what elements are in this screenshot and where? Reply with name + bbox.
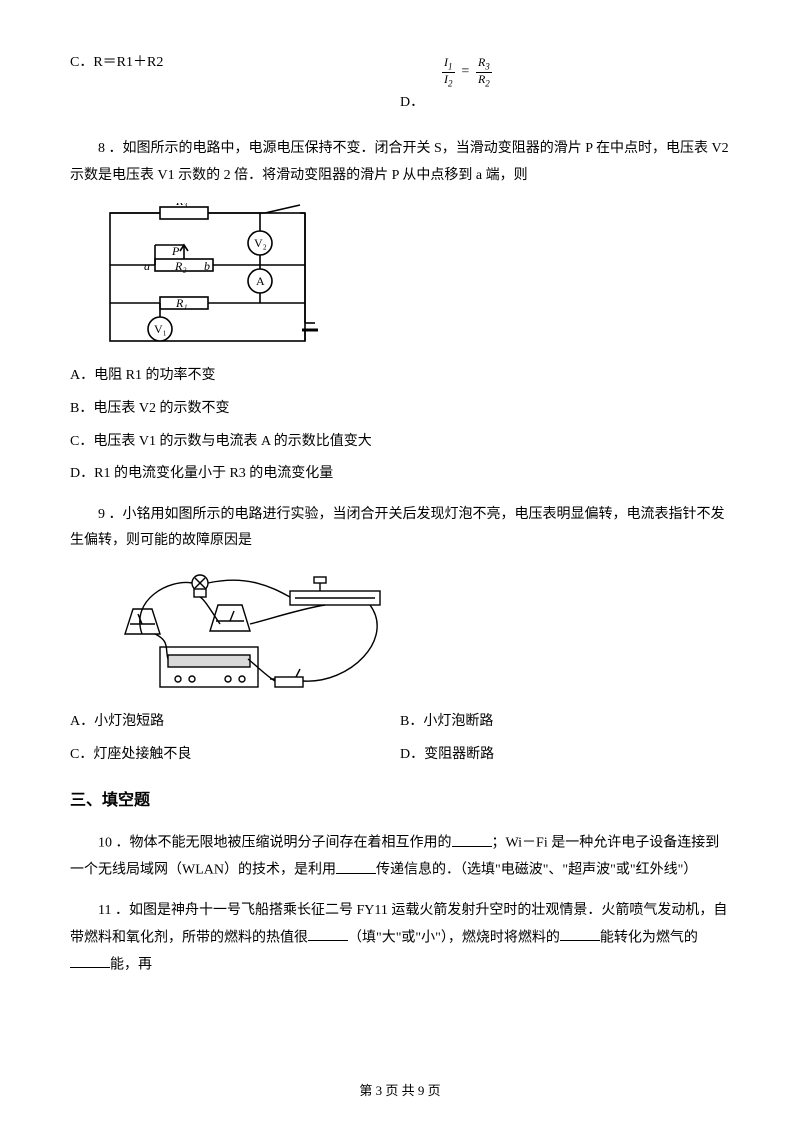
q10-p3: 传递信息的．（选填"电磁波"、"超声波"或"红外线"）	[376, 863, 697, 878]
q9-opts-row2: C．灯座处接触不良 D．变阻器断路	[70, 742, 730, 769]
q9-stem: 9 ．小铭用如图所示的电路进行实验，当闭合开关后发现灯泡不亮，电压表明显偏转，电…	[70, 502, 730, 555]
q9-opt-c: C．灯座处接触不良	[70, 742, 400, 769]
q8-opt-b: B．电压表 V2 的示数不变	[70, 396, 730, 423]
q9-experiment-diagram	[100, 569, 410, 699]
svg-text:b: b	[204, 259, 210, 273]
q8-opt-d: D．R1 的电流变化量小于 R3 的电流变化量	[70, 461, 730, 488]
q10-blank1	[452, 830, 492, 846]
page-footer: 第 3 页 共 9 页	[0, 1079, 800, 1104]
svg-text:R₂: R₂	[174, 259, 187, 273]
q11-p4: 能，再	[110, 957, 152, 972]
opt-d-label: D．	[400, 90, 494, 117]
svg-text:R₁: R₁	[175, 296, 188, 310]
q11-p3: 能转化为燃气的	[600, 930, 698, 945]
svg-text:P: P	[171, 244, 180, 258]
svg-text:R₃: R₃	[175, 203, 188, 208]
q10: 10 ．物体不能无限地被压缩说明分子间存在着相互作用的；Wi－Fi 是一种允许电…	[70, 830, 730, 884]
q11-blank2	[560, 925, 600, 941]
svg-text:V₁: V₁	[154, 322, 167, 336]
q7-options-cd: C．R＝R1＋R2 I1 I2 = R3 R2 D．	[70, 50, 730, 116]
q10-blank2	[336, 857, 376, 873]
q9-opts-row1: A．小灯泡短路 B．小灯泡断路	[70, 709, 730, 736]
q8-opt-c: C．电压表 V1 的示数与电流表 A 的示数比值变大	[70, 429, 730, 456]
svg-text:A: A	[256, 274, 265, 288]
q9-opt-d: D．变阻器断路	[400, 742, 730, 769]
opt-c: C．R＝R1＋R2	[70, 50, 400, 116]
q11-blank3	[70, 952, 110, 968]
opt-d: I1 I2 = R3 R2 D．	[400, 50, 730, 116]
q8-stem: 8 ．如图所示的电路中，电源电压保持不变．闭合开关 S，当滑动变阻器的滑片 P …	[70, 136, 730, 189]
q9-opt-b: B．小灯泡断路	[400, 709, 730, 736]
q11: 11 ．如图是神舟十一号飞船搭乘长征二号 FY11 运载火箭发射升空时的壮观情景…	[70, 898, 730, 979]
svg-text:V₂: V₂	[254, 236, 267, 250]
q11-p2: （填"大"或"小"），燃烧时将燃料的	[348, 930, 560, 945]
q11-blank1	[308, 925, 348, 941]
q9-opt-a: A．小灯泡短路	[70, 709, 400, 736]
q8-circuit-diagram: R₃ P a R₂ b R₁ V₂ A V₁	[100, 203, 340, 353]
q8-opt-a: A．电阻 R1 的功率不变	[70, 363, 730, 390]
q10-p1: 10 ．物体不能无限地被压缩说明分子间存在着相互作用的	[98, 836, 452, 851]
svg-text:a: a	[144, 259, 150, 273]
section-3-heading: 三、填空题	[70, 786, 730, 816]
